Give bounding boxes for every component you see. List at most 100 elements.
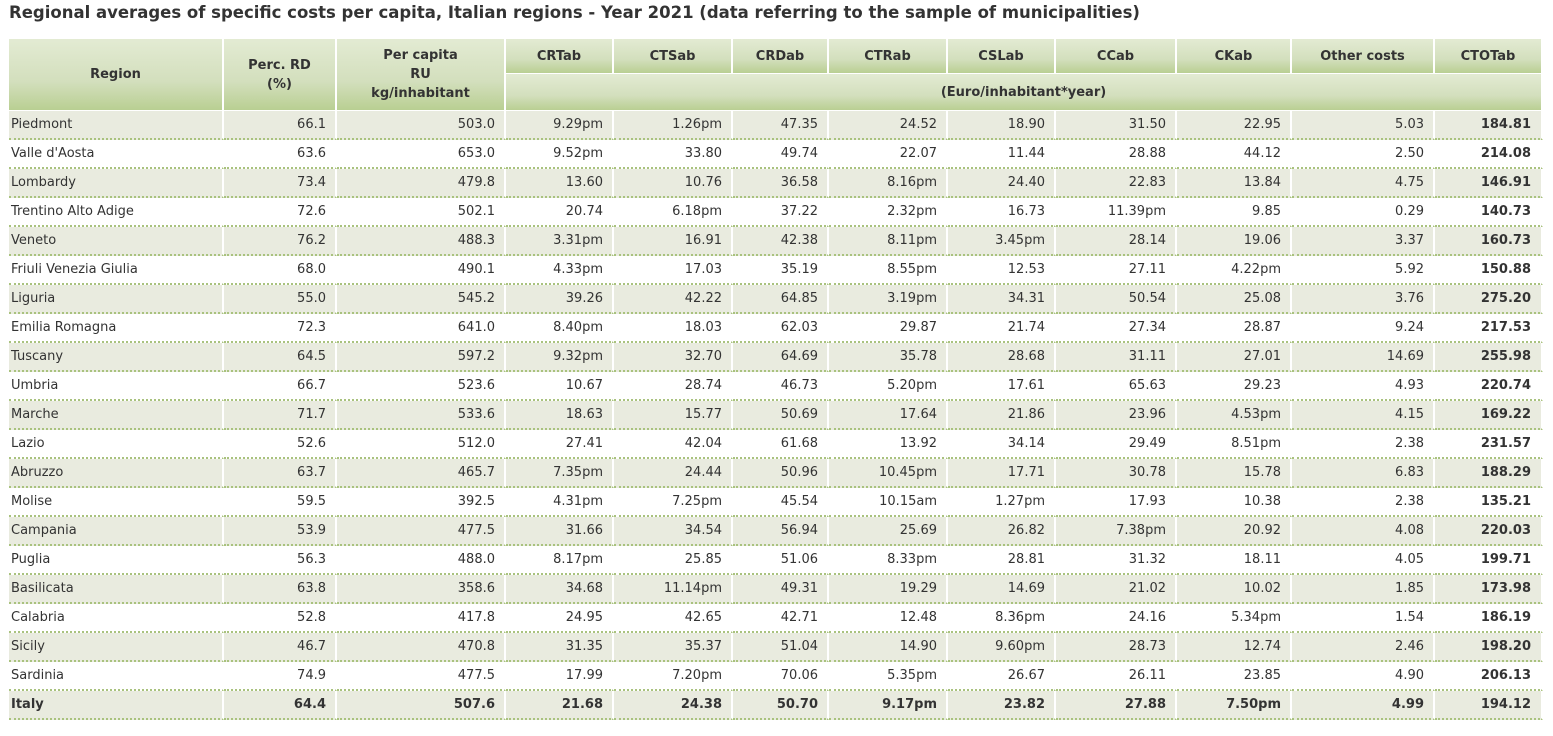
cell-other-costs: 2.38 bbox=[1292, 430, 1435, 459]
cell-per-capita-ru: 503.0 bbox=[337, 111, 506, 140]
cell-crdab: 42.38 bbox=[733, 227, 829, 256]
cell-ctotab: 214.08 bbox=[1435, 140, 1543, 169]
total-cell-ccab: 27.88 bbox=[1056, 691, 1177, 720]
table-row: Basilicata 63.8 358.6 34.68 11.14pm 49.31 19.2… bbox=[9, 575, 1543, 604]
cell-ctotab: 150.88 bbox=[1435, 256, 1543, 285]
cell-cslab: 34.14 bbox=[948, 430, 1056, 459]
total-cell-cslab: 23.82 bbox=[948, 691, 1056, 720]
cell-cslab: 11.44 bbox=[948, 140, 1056, 169]
cell-cslab: 21.86 bbox=[948, 401, 1056, 430]
cell-per-capita-ru: 512.0 bbox=[337, 430, 506, 459]
header-per-capita: Per capita RU kg/inhabitant bbox=[337, 39, 506, 111]
header-ctsab: CTSab bbox=[614, 39, 733, 74]
cell-perc-rd: 64.5 bbox=[224, 343, 337, 372]
cell-cslab: 24.40 bbox=[948, 169, 1056, 198]
cell-ccab: 31.50 bbox=[1056, 111, 1177, 140]
cell-cslab: 28.81 bbox=[948, 546, 1056, 575]
cell-crtab: 9.52pm bbox=[506, 140, 614, 169]
cell-ctrab: 8.55pm bbox=[829, 256, 948, 285]
cell-per-capita-ru: 470.8 bbox=[337, 633, 506, 662]
cell-perc-rd: 52.8 bbox=[224, 604, 337, 633]
cell-ckab: 9.85 bbox=[1177, 198, 1292, 227]
cell-ccab: 65.63 bbox=[1056, 372, 1177, 401]
cell-crtab: 34.68 bbox=[506, 575, 614, 604]
table-row: Lombardy 73.4 479.8 13.60 10.76 36.58 8.16pm 24… bbox=[9, 169, 1543, 198]
cell-ctotab: 231.57 bbox=[1435, 430, 1543, 459]
cell-perc-rd: 74.9 bbox=[224, 662, 337, 691]
cell-crtab: 8.40pm bbox=[506, 314, 614, 343]
cell-ctrab: 13.92 bbox=[829, 430, 948, 459]
cell-crdab: 51.06 bbox=[733, 546, 829, 575]
cell-ctsab: 16.91 bbox=[614, 227, 733, 256]
cell-perc-rd: 63.7 bbox=[224, 459, 337, 488]
cell-per-capita-ru: 465.7 bbox=[337, 459, 506, 488]
cell-ctrab: 2.32pm bbox=[829, 198, 948, 227]
cell-ctsab: 1.26pm bbox=[614, 111, 733, 140]
cell-crdab: 70.06 bbox=[733, 662, 829, 691]
cell-region: Sardinia bbox=[9, 662, 224, 691]
cell-ccab: 50.54 bbox=[1056, 285, 1177, 314]
cell-ctotab: 217.53 bbox=[1435, 314, 1543, 343]
cell-ctrab: 5.35pm bbox=[829, 662, 948, 691]
cell-ctrab: 14.90 bbox=[829, 633, 948, 662]
total-cell-ctsab: 24.38 bbox=[614, 691, 733, 720]
table-row: Sardinia 74.9 477.5 17.99 7.20pm 70.06 5.35pm 2… bbox=[9, 662, 1543, 691]
cell-ctsab: 7.20pm bbox=[614, 662, 733, 691]
cell-crdab: 46.73 bbox=[733, 372, 829, 401]
cell-crtab: 39.26 bbox=[506, 285, 614, 314]
cell-region: Emilia Romagna bbox=[9, 314, 224, 343]
cell-ckab: 10.02 bbox=[1177, 575, 1292, 604]
cell-perc-rd: 71.7 bbox=[224, 401, 337, 430]
cell-ckab: 8.51pm bbox=[1177, 430, 1292, 459]
cell-ctsab: 10.76 bbox=[614, 169, 733, 198]
cell-ccab: 27.34 bbox=[1056, 314, 1177, 343]
cell-ckab: 23.85 bbox=[1177, 662, 1292, 691]
cell-ctrab: 5.20pm bbox=[829, 372, 948, 401]
cell-ccab: 27.11 bbox=[1056, 256, 1177, 285]
cell-crtab: 13.60 bbox=[506, 169, 614, 198]
cell-ctotab: 184.81 bbox=[1435, 111, 1543, 140]
cell-crdab: 50.69 bbox=[733, 401, 829, 430]
header-region: Region bbox=[9, 39, 224, 111]
cell-ckab: 4.53pm bbox=[1177, 401, 1292, 430]
cell-ccab: 28.88 bbox=[1056, 140, 1177, 169]
cell-other-costs: 4.90 bbox=[1292, 662, 1435, 691]
table-row: Sicily 46.7 470.8 31.35 35.37 51.04 14.90 9.60p… bbox=[9, 633, 1543, 662]
cell-region: Basilicata bbox=[9, 575, 224, 604]
cell-ccab: 28.14 bbox=[1056, 227, 1177, 256]
header-other-costs: Other costs bbox=[1292, 39, 1435, 74]
cell-ctsab: 35.37 bbox=[614, 633, 733, 662]
table-row: Lazio 52.6 512.0 27.41 42.04 61.68 13.92 34.14 2… bbox=[9, 430, 1543, 459]
cell-ckab: 18.11 bbox=[1177, 546, 1292, 575]
cell-crdab: 36.58 bbox=[733, 169, 829, 198]
cell-region: Campania bbox=[9, 517, 224, 546]
cell-cslab: 17.71 bbox=[948, 459, 1056, 488]
header-per-capita-line3: kg/inhabitant bbox=[371, 86, 470, 101]
cell-cslab: 17.61 bbox=[948, 372, 1056, 401]
table-body: Piedmont 66.1 503.0 9.29pm 1.26pm 47.35 24.52 1… bbox=[9, 111, 1543, 720]
cell-per-capita-ru: 392.5 bbox=[337, 488, 506, 517]
cell-per-capita-ru: 488.3 bbox=[337, 227, 506, 256]
table-row: Campania 53.9 477.5 31.66 34.54 56.94 25.69 26.… bbox=[9, 517, 1543, 546]
cell-ckab: 22.95 bbox=[1177, 111, 1292, 140]
cell-ctsab: 11.14pm bbox=[614, 575, 733, 604]
cell-other-costs: 4.93 bbox=[1292, 372, 1435, 401]
cell-per-capita-ru: 417.8 bbox=[337, 604, 506, 633]
cell-ctrab: 24.52 bbox=[829, 111, 948, 140]
header-ctotab: CTOTab bbox=[1435, 39, 1543, 74]
cell-ctsab: 34.54 bbox=[614, 517, 733, 546]
total-cell-region: Italy bbox=[9, 691, 224, 720]
cell-cslab: 3.45pm bbox=[948, 227, 1056, 256]
cell-crdab: 64.85 bbox=[733, 285, 829, 314]
cell-ckab: 25.08 bbox=[1177, 285, 1292, 314]
cell-ctrab: 8.33pm bbox=[829, 546, 948, 575]
cell-perc-rd: 53.9 bbox=[224, 517, 337, 546]
cell-perc-rd: 66.7 bbox=[224, 372, 337, 401]
cell-crdab: 37.22 bbox=[733, 198, 829, 227]
cell-crtab: 10.67 bbox=[506, 372, 614, 401]
header-crdab: CRDab bbox=[733, 39, 829, 74]
cell-ckab: 27.01 bbox=[1177, 343, 1292, 372]
cell-crtab: 17.99 bbox=[506, 662, 614, 691]
cell-per-capita-ru: 479.8 bbox=[337, 169, 506, 198]
table-header: Region Perc. RD (%) Per capita RU kg/inh… bbox=[9, 39, 1543, 111]
